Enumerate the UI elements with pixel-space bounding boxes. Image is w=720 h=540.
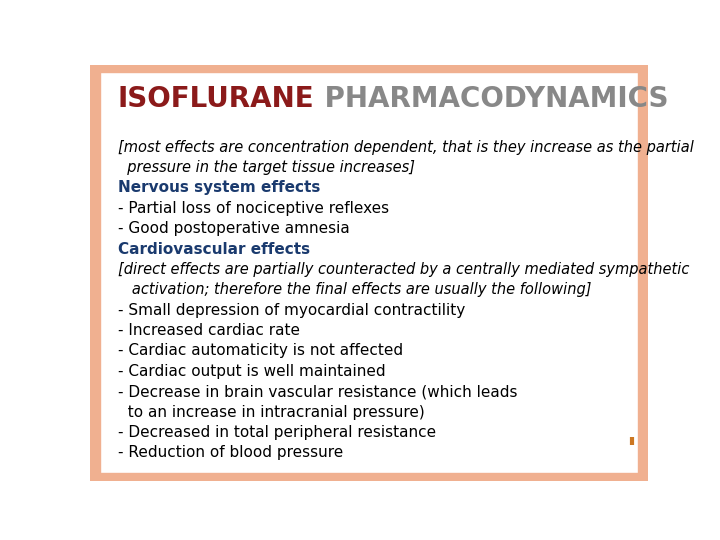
Text: PHARMACODYNAMICS: PHARMACODYNAMICS [315, 85, 668, 113]
Text: - Small depression of myocardial contractility: - Small depression of myocardial contrac… [118, 302, 465, 318]
Text: - Partial loss of nociceptive reflexes: - Partial loss of nociceptive reflexes [118, 201, 389, 216]
Text: Cardiovascular effects: Cardiovascular effects [118, 241, 310, 256]
Text: pressure in the target tissue increases]: pressure in the target tissue increases] [118, 160, 415, 175]
Text: Nervous system effects: Nervous system effects [118, 180, 320, 195]
Text: [direct effects are partially counteracted by a centrally mediated sympathetic: [direct effects are partially counteract… [118, 262, 689, 277]
Text: - Reduction of blood pressure: - Reduction of blood pressure [118, 446, 343, 460]
Text: - Decrease in brain vascular resistance (which leads: - Decrease in brain vascular resistance … [118, 384, 518, 399]
Text: - Increased cardiac rate: - Increased cardiac rate [118, 323, 300, 338]
Bar [90, 65, 100, 481]
Text: ISOFLURANE: ISOFLURANE [118, 85, 315, 113]
Text: [most effects are concentration dependent, that is they increase as the partial: [most effects are concentration dependen… [118, 140, 694, 154]
Text: - Good postoperative amnesia: - Good postoperative amnesia [118, 221, 350, 236]
Text: to an increase in intracranial pressure): to an increase in intracranial pressure) [118, 404, 425, 420]
Text: activation; therefore the final effects are usually the following]: activation; therefore the final effects … [118, 282, 591, 297]
Text: - Cardiac output is well maintained: - Cardiac output is well maintained [118, 364, 385, 379]
Bar [90, 473, 648, 481]
Text: - Decreased in total peripheral resistance: - Decreased in total peripheral resistan… [118, 425, 436, 440]
Bar [90, 65, 648, 72]
Text: - Cardiac automaticity is not affected: - Cardiac automaticity is not affected [118, 343, 403, 359]
Bar [638, 65, 648, 481]
